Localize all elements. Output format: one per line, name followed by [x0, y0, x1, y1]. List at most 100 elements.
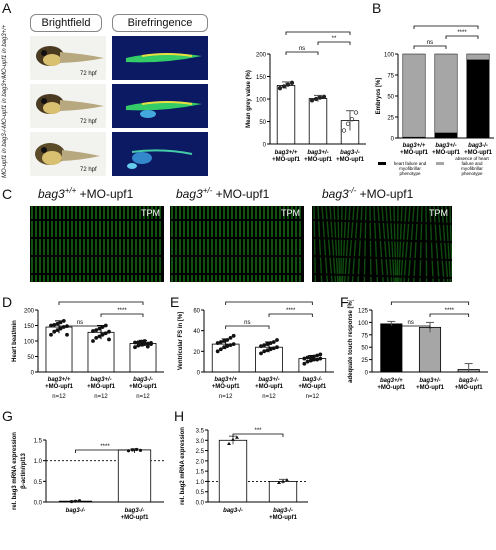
data-point — [94, 336, 99, 340]
y-tick-label: 20 — [193, 350, 200, 356]
tpm-label-1: TPM — [141, 208, 160, 218]
significance-bracket — [75, 449, 135, 453]
significance-label: ns — [427, 40, 433, 46]
muscle-stripe — [449, 206, 452, 282]
y-tick-label: 200 — [256, 53, 267, 59]
data-point — [103, 331, 108, 336]
tpm-label-2: TPM — [281, 208, 300, 218]
muscle-stripe — [398, 206, 403, 282]
chart-d: 050100150200bag3+/++MO-upf1bag3+/-+MO-up… — [12, 300, 164, 400]
c-title-3: bag3-/- +MO-upf1 — [322, 186, 413, 201]
data-point — [61, 318, 66, 323]
y-tick-label: 50 — [27, 355, 34, 361]
data-point — [231, 342, 236, 346]
muscle-stripe — [344, 206, 351, 282]
x-tick-label: +MO-upf1 — [416, 385, 444, 391]
y-tick-label: 0 — [365, 371, 369, 377]
data-point — [55, 328, 60, 333]
n-label: n=12 — [262, 394, 276, 400]
significance-bracket — [285, 31, 351, 35]
y-tick-label: 100 — [358, 321, 369, 327]
x-tick-label: bag3-/- — [223, 508, 243, 514]
panel-letter-d: D — [2, 294, 13, 310]
data-point — [341, 128, 347, 133]
muscle-stripe — [337, 206, 341, 282]
data-point — [302, 356, 307, 361]
data-point — [139, 342, 144, 347]
data-point — [58, 320, 63, 325]
significance-label: **** — [264, 300, 274, 302]
data-point — [222, 339, 226, 343]
data-point — [130, 448, 135, 452]
data-point — [275, 338, 279, 342]
c-title-3-sup: -/- — [348, 186, 357, 195]
x-tick-label: +MO-upf1 — [298, 384, 326, 390]
birefringence-image-2 — [112, 84, 208, 128]
significance-bracket — [232, 433, 284, 437]
data-point — [275, 345, 279, 350]
x-tick-label: bag3-/- — [302, 377, 322, 383]
panel-letter-h: H — [174, 408, 185, 424]
data-point — [312, 354, 316, 359]
data-point — [139, 339, 144, 344]
x-tick-label: +MO-upf1 — [45, 384, 73, 390]
muscle-stripe — [341, 206, 347, 282]
significance-bracket — [268, 313, 313, 317]
bar — [268, 481, 298, 503]
muscle-stripe — [407, 206, 415, 282]
data-point — [100, 325, 105, 329]
data-point — [231, 437, 235, 441]
y-tick-label: 40 — [193, 329, 200, 335]
data-point — [103, 323, 108, 328]
data-point — [55, 322, 60, 326]
y-axis-label: Heart beat/min — [12, 320, 18, 362]
header-birefringence: Birefringence — [112, 14, 208, 32]
data-point — [321, 94, 327, 99]
data-point — [308, 355, 313, 360]
data-point — [318, 352, 323, 357]
y-tick-label: 100 — [24, 340, 35, 346]
data-point — [227, 441, 231, 445]
muscle-stripe — [413, 206, 419, 282]
y-tick-label: 100 — [384, 53, 395, 59]
data-point — [136, 343, 141, 348]
stacked-bar-segment — [434, 132, 458, 139]
y-tick-label: 0 — [263, 143, 267, 149]
data-point — [349, 117, 355, 122]
data-point — [69, 499, 74, 504]
data-point — [271, 340, 276, 344]
significance-label: **** — [286, 308, 296, 314]
chart-a: 050100150200bag3+/++MO-upf1bag3+/-+MO-up… — [246, 30, 366, 163]
significance-bracket — [317, 41, 351, 45]
x-tick-label: +MO-upf1 — [455, 385, 483, 391]
data-point — [94, 328, 99, 333]
data-point — [225, 338, 230, 342]
significance-bracket — [225, 301, 313, 305]
legend-text: phenotype — [461, 171, 483, 176]
n-label: n=12 — [219, 394, 233, 400]
x-tick-label: +MO-upf1 — [272, 157, 300, 163]
muscle-stripe — [403, 206, 411, 282]
legend-text: phenotype — [399, 171, 421, 176]
x-tick-label: bag3+/+ — [380, 378, 403, 384]
significance-label: **** — [96, 300, 106, 302]
y-tick-label: 3.0 — [196, 439, 205, 445]
y-tick-label: 0.0 — [34, 501, 43, 507]
c-title-2-gene: bag3 — [176, 187, 203, 201]
c-title-3-gene: bag3 — [322, 187, 349, 201]
muscle-stripe — [400, 206, 407, 282]
significance-bracket — [413, 25, 479, 29]
y-axis-label: adequate touch response [%] — [348, 300, 354, 383]
x-tick-label: +MO-upf1 — [377, 385, 405, 391]
significance-bracket — [429, 313, 470, 317]
muscle-stripe — [340, 206, 343, 282]
data-point — [259, 351, 263, 356]
bar — [276, 85, 296, 145]
significance-label: **** — [100, 444, 110, 450]
data-point — [149, 342, 153, 346]
muscle-stripe — [437, 206, 445, 282]
x-tick-label: bag3+/- — [90, 377, 111, 383]
data-point — [308, 358, 313, 363]
y-axis-label: Ventricular FS in [%] — [178, 312, 184, 370]
data-point — [312, 357, 316, 362]
